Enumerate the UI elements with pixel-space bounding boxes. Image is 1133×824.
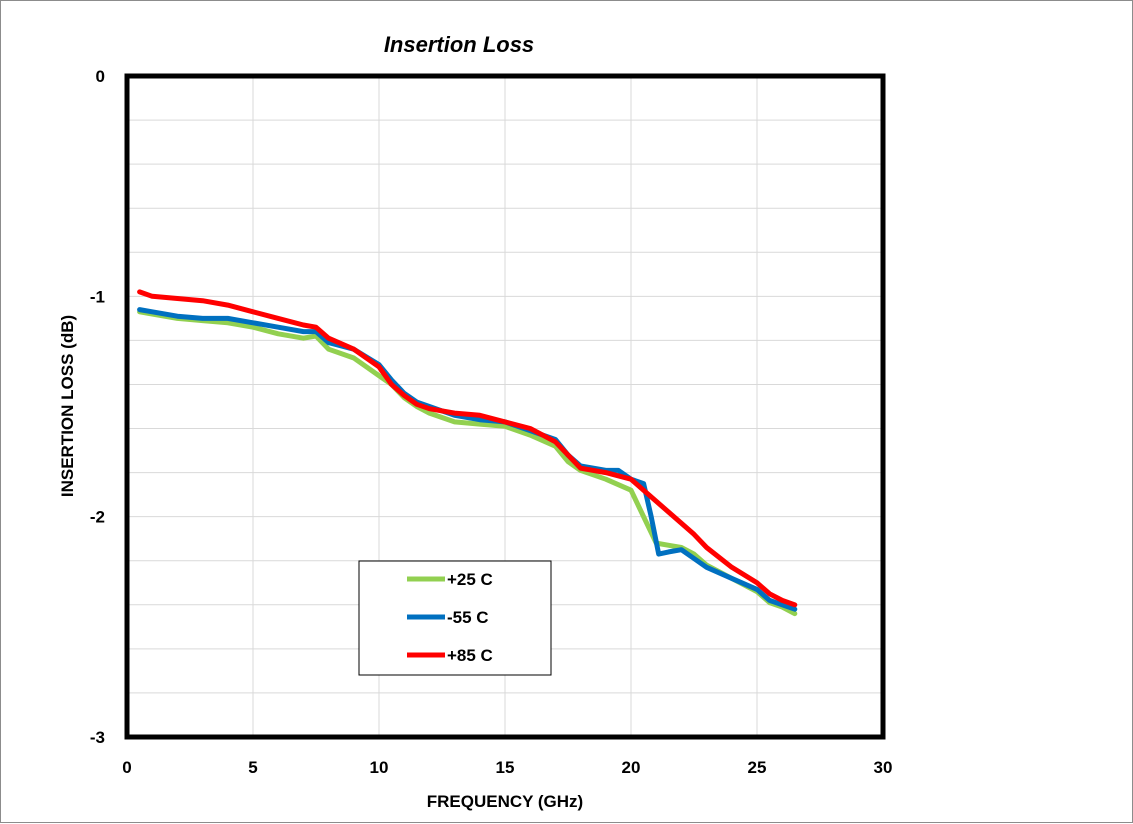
x-tick-label: 10 (370, 758, 389, 777)
y-tick-label: 0 (96, 67, 105, 86)
legend: +25 C -55 C +85 C (358, 560, 552, 676)
x-axis-label: FREQUENCY (GHz) (427, 792, 583, 811)
x-tick-label: 0 (122, 758, 131, 777)
y-tick-label: -3 (90, 728, 105, 747)
y-tick-label: -1 (90, 287, 105, 306)
grid-lines (127, 76, 883, 737)
series-line-3 (137, 289, 798, 608)
x-tick-label: 5 (248, 758, 257, 777)
series-line-1 (137, 309, 798, 617)
legend-label: +25 C (447, 570, 493, 589)
plot-area-border (124, 73, 886, 740)
chart-title: Insertion Loss (384, 32, 534, 57)
legend-label: +85 C (447, 646, 493, 665)
series-lines (137, 289, 798, 617)
y-axis-label: INSERTION LOSS (dB) (58, 315, 77, 497)
x-tick-label: 20 (622, 758, 641, 777)
legend-box (358, 560, 552, 676)
legend-label: -55 C (447, 608, 489, 627)
x-tick-label: 30 (874, 758, 893, 777)
y-axis-ticks: 0 -1 -2 -3 (90, 67, 105, 747)
x-tick-label: 25 (748, 758, 767, 777)
y-tick-label: -2 (90, 508, 105, 527)
x-axis-ticks: 0 5 10 15 20 25 30 (122, 758, 892, 777)
x-tick-label: 15 (496, 758, 515, 777)
